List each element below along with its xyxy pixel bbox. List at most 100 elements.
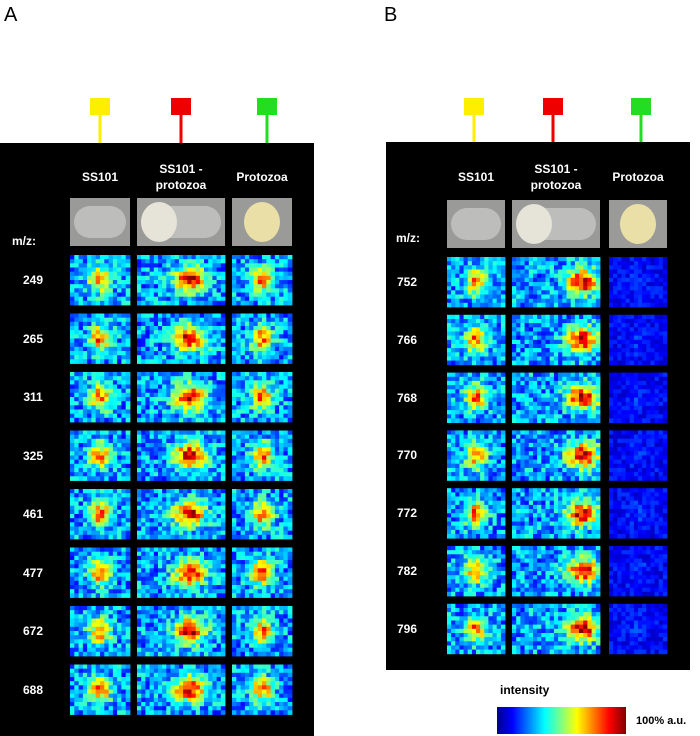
pixel (183, 514, 188, 519)
pixel (208, 531, 213, 536)
pixel (253, 451, 258, 456)
pixel (288, 334, 293, 339)
pixel (87, 405, 92, 410)
pixel (162, 376, 167, 381)
pixel (74, 493, 79, 498)
pixel (166, 493, 171, 498)
pixel (253, 376, 258, 381)
pixel (200, 573, 205, 578)
pixel (258, 443, 263, 448)
pixel (558, 261, 563, 266)
pixel (232, 560, 237, 565)
pixel (212, 623, 217, 628)
pixel (117, 639, 122, 644)
pixel (279, 280, 284, 285)
pixel (150, 681, 155, 686)
pixel (196, 293, 201, 298)
pixel (283, 710, 288, 715)
pixel (87, 359, 92, 364)
pixel (283, 614, 288, 619)
pixel (271, 405, 276, 410)
pixel (497, 274, 502, 279)
pixel (158, 497, 163, 502)
pixel (183, 451, 188, 456)
pixel (100, 418, 105, 423)
pixel (455, 303, 460, 308)
pixel (262, 681, 267, 686)
pixel (221, 389, 226, 394)
pixel (104, 681, 109, 686)
pixel (171, 460, 176, 465)
pixel (221, 698, 226, 703)
pixel (175, 531, 180, 536)
pixel (196, 435, 201, 440)
pixel (196, 552, 201, 557)
pixel (204, 376, 209, 381)
pixel (141, 272, 146, 277)
pixel (117, 548, 122, 553)
pixel (279, 263, 284, 268)
pixel (245, 606, 250, 611)
pixel (236, 556, 241, 561)
pixel (79, 276, 84, 281)
pixel (236, 443, 241, 448)
pixel (150, 301, 155, 306)
pixel (480, 274, 485, 279)
pixel (204, 556, 209, 561)
pixel (96, 293, 101, 298)
pixel (154, 606, 159, 611)
pixel (162, 380, 167, 385)
pixel (258, 669, 263, 674)
pixel (455, 299, 460, 304)
pixel (70, 702, 75, 707)
pixel (158, 464, 163, 469)
pixel (245, 334, 250, 339)
pixel (221, 468, 226, 473)
pixel (200, 297, 205, 302)
pixel (271, 690, 276, 695)
pixel (91, 318, 96, 323)
pixel (154, 347, 159, 352)
pixel (253, 359, 258, 364)
pixel (175, 669, 180, 674)
pixel (583, 257, 588, 262)
pixel (271, 472, 276, 477)
pixel (87, 673, 92, 678)
pixel (459, 299, 464, 304)
pixel (464, 299, 469, 304)
pixel (279, 514, 284, 519)
pixel (262, 405, 267, 410)
pixel (249, 506, 254, 511)
pixel (74, 456, 79, 461)
pixel (162, 556, 167, 561)
pixel (91, 702, 96, 707)
pixel (288, 631, 293, 636)
pixel (183, 589, 188, 594)
pixel (279, 393, 284, 398)
pixel (262, 627, 267, 632)
pixel (217, 535, 222, 540)
pixel (204, 443, 209, 448)
pixel (70, 476, 75, 481)
heatmap-image (232, 372, 292, 422)
heatmap-image (137, 489, 225, 539)
pixel (117, 648, 122, 653)
pixel (241, 518, 246, 523)
pixel (175, 339, 180, 344)
pixel (150, 314, 155, 319)
pixel (104, 648, 109, 653)
pixel (497, 257, 502, 262)
pixel (145, 535, 150, 540)
pixel (113, 648, 118, 653)
pixel (113, 276, 118, 281)
pixel (241, 614, 246, 619)
pixel (179, 552, 184, 557)
pixel (141, 514, 146, 519)
pixel (100, 665, 105, 670)
pixel (183, 272, 188, 277)
pixel (158, 673, 163, 678)
pixel (171, 456, 176, 461)
pixel (262, 447, 267, 452)
pixel (96, 573, 101, 578)
pixel (266, 644, 271, 649)
